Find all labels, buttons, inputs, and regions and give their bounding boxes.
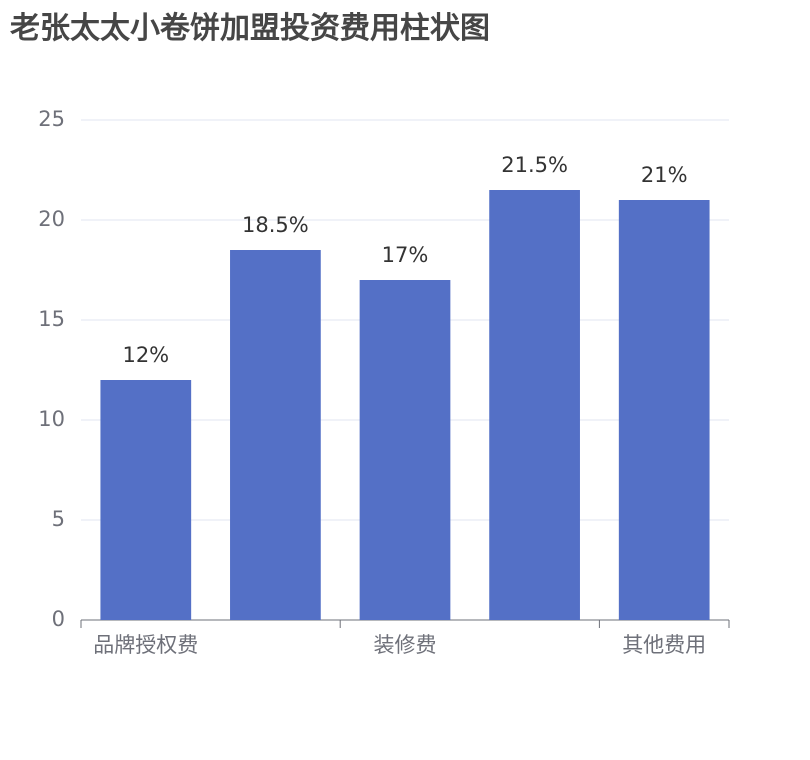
x-tick-label: 装修费	[374, 633, 437, 657]
bar	[100, 380, 192, 620]
chart-title: 老张太太小卷饼加盟投资费用柱状图	[10, 11, 490, 46]
value-label: 21.5%	[501, 153, 568, 177]
x-tick-label: 其他费用	[622, 633, 706, 657]
y-tick-label: 5	[52, 507, 65, 531]
bar	[359, 280, 451, 620]
y-tick-label: 0	[52, 607, 65, 631]
y-tick-label: 15	[38, 307, 65, 331]
value-label: 18.5%	[242, 213, 309, 237]
bar	[618, 200, 710, 620]
value-label: 12%	[122, 343, 169, 367]
bar	[230, 250, 321, 620]
value-label: 17%	[382, 243, 429, 267]
y-tick-label: 10	[38, 407, 65, 431]
value-label: 21%	[641, 163, 688, 187]
y-tick-label: 20	[38, 207, 65, 231]
x-tick-label: 品牌授权费	[93, 633, 198, 657]
y-tick-label: 25	[38, 107, 65, 131]
bar	[489, 190, 580, 620]
